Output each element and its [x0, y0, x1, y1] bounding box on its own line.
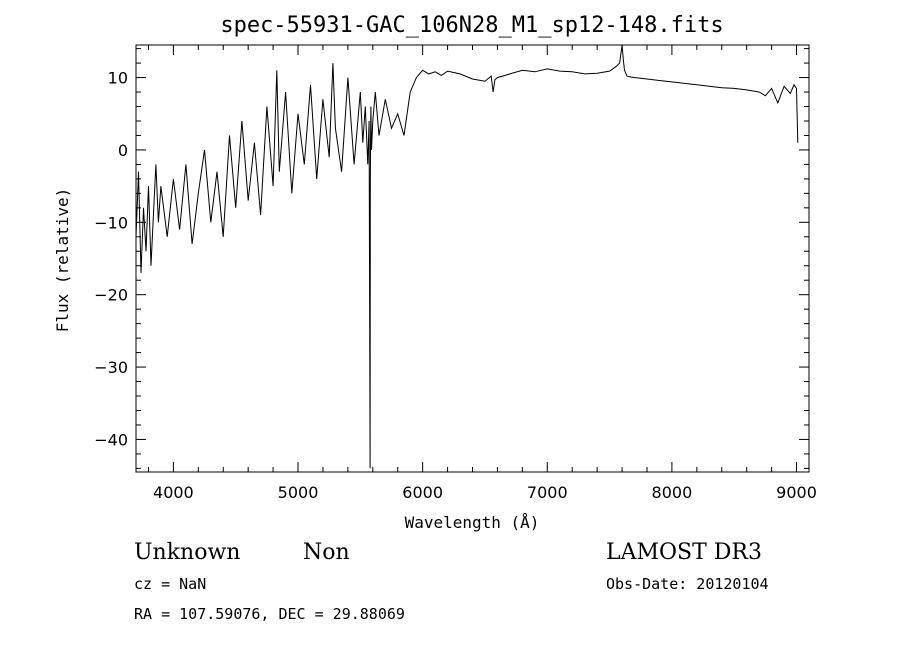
subclass-label: Non — [303, 540, 350, 565]
y-tick-label: 0 — [118, 141, 128, 160]
x-axis-label: Wavelength (Å) — [405, 513, 540, 532]
x-axis-ticks — [147, 45, 798, 472]
y-axis-tick-labels: −40 −30 −20 −10 0 10 — [94, 69, 128, 450]
x-tick-label: 5000 — [278, 483, 319, 502]
y-axis-ticks — [136, 48, 809, 469]
y-tick-label: −10 — [94, 213, 128, 232]
chart-title: spec-55931-GAC_106N28_M1_sp12-148.fits — [220, 13, 723, 38]
x-tick-label: 6000 — [402, 483, 443, 502]
x-tick-label: 4000 — [153, 483, 194, 502]
y-tick-label: −30 — [94, 358, 128, 377]
y-tick-label: −40 — [94, 430, 128, 449]
coordinates-label: RA = 107.59076, DEC = 29.88069 — [134, 605, 405, 623]
obs-date-label: Obs-Date: 20120104 — [606, 575, 769, 593]
x-tick-label: 8000 — [652, 483, 693, 502]
x-tick-label: 7000 — [527, 483, 568, 502]
redshift-label: cz = NaN — [134, 575, 206, 593]
x-axis-tick-labels: 4000 5000 6000 7000 8000 9000 — [153, 483, 817, 502]
y-tick-label: 10 — [108, 69, 128, 88]
x-tick-label: 9000 — [776, 483, 817, 502]
object-class-label: Unknown — [134, 540, 240, 565]
survey-label: LAMOST DR3 — [606, 540, 762, 565]
y-tick-label: −20 — [94, 286, 128, 305]
spectrum-series-line — [135, 44, 799, 469]
plot-frame — [135, 44, 810, 473]
y-axis-label: Flux (relative) — [53, 188, 72, 333]
